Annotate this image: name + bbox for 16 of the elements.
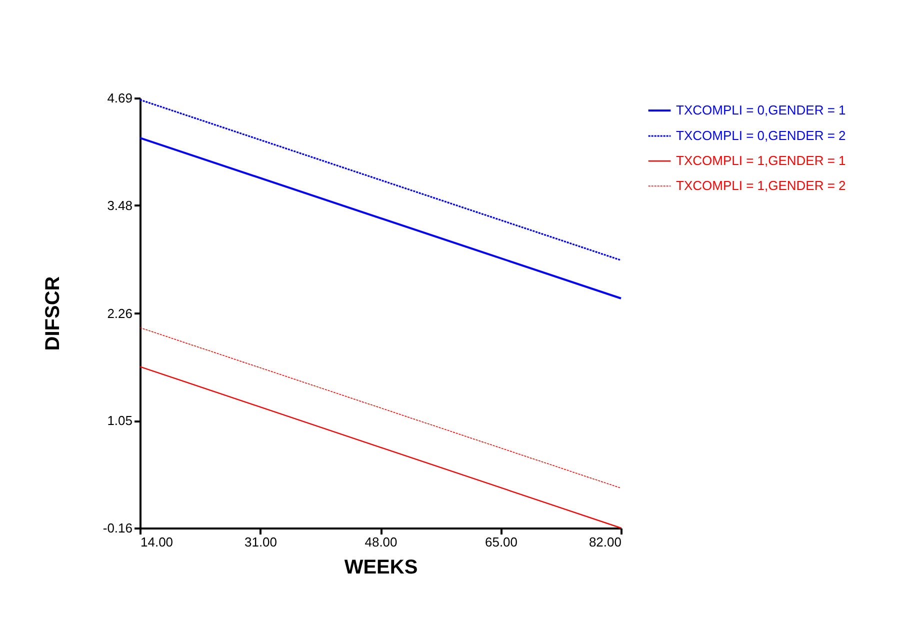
x-tick-label: 14.00	[140, 534, 174, 550]
legend-label: TXCOMPLI = 0,GENDER = 1	[676, 102, 846, 118]
x-tick-label: 65.00	[484, 534, 518, 550]
y-axis-title: DIFSCR	[42, 276, 64, 351]
x-tick-label: 82.00	[588, 534, 622, 550]
legend-label: TXCOMPLI = 1,GENDER = 1	[676, 153, 846, 168]
y-tick-label: 3.48	[107, 198, 132, 213]
x-axis-title: WEEKS	[344, 556, 418, 578]
y-tick-label: 1.05	[107, 413, 132, 428]
x-tick-label: 31.00	[244, 534, 278, 550]
y-tick-label: 2.26	[107, 306, 132, 321]
y-tick-label: -0.16	[102, 520, 132, 536]
x-tick-label: 48.00	[364, 534, 398, 550]
y-tick-label: 4.69	[107, 90, 132, 106]
legend-label: TXCOMPLI = 0,GENDER = 2	[676, 128, 846, 143]
legend-label: TXCOMPLI = 1,GENDER = 2	[676, 178, 846, 193]
